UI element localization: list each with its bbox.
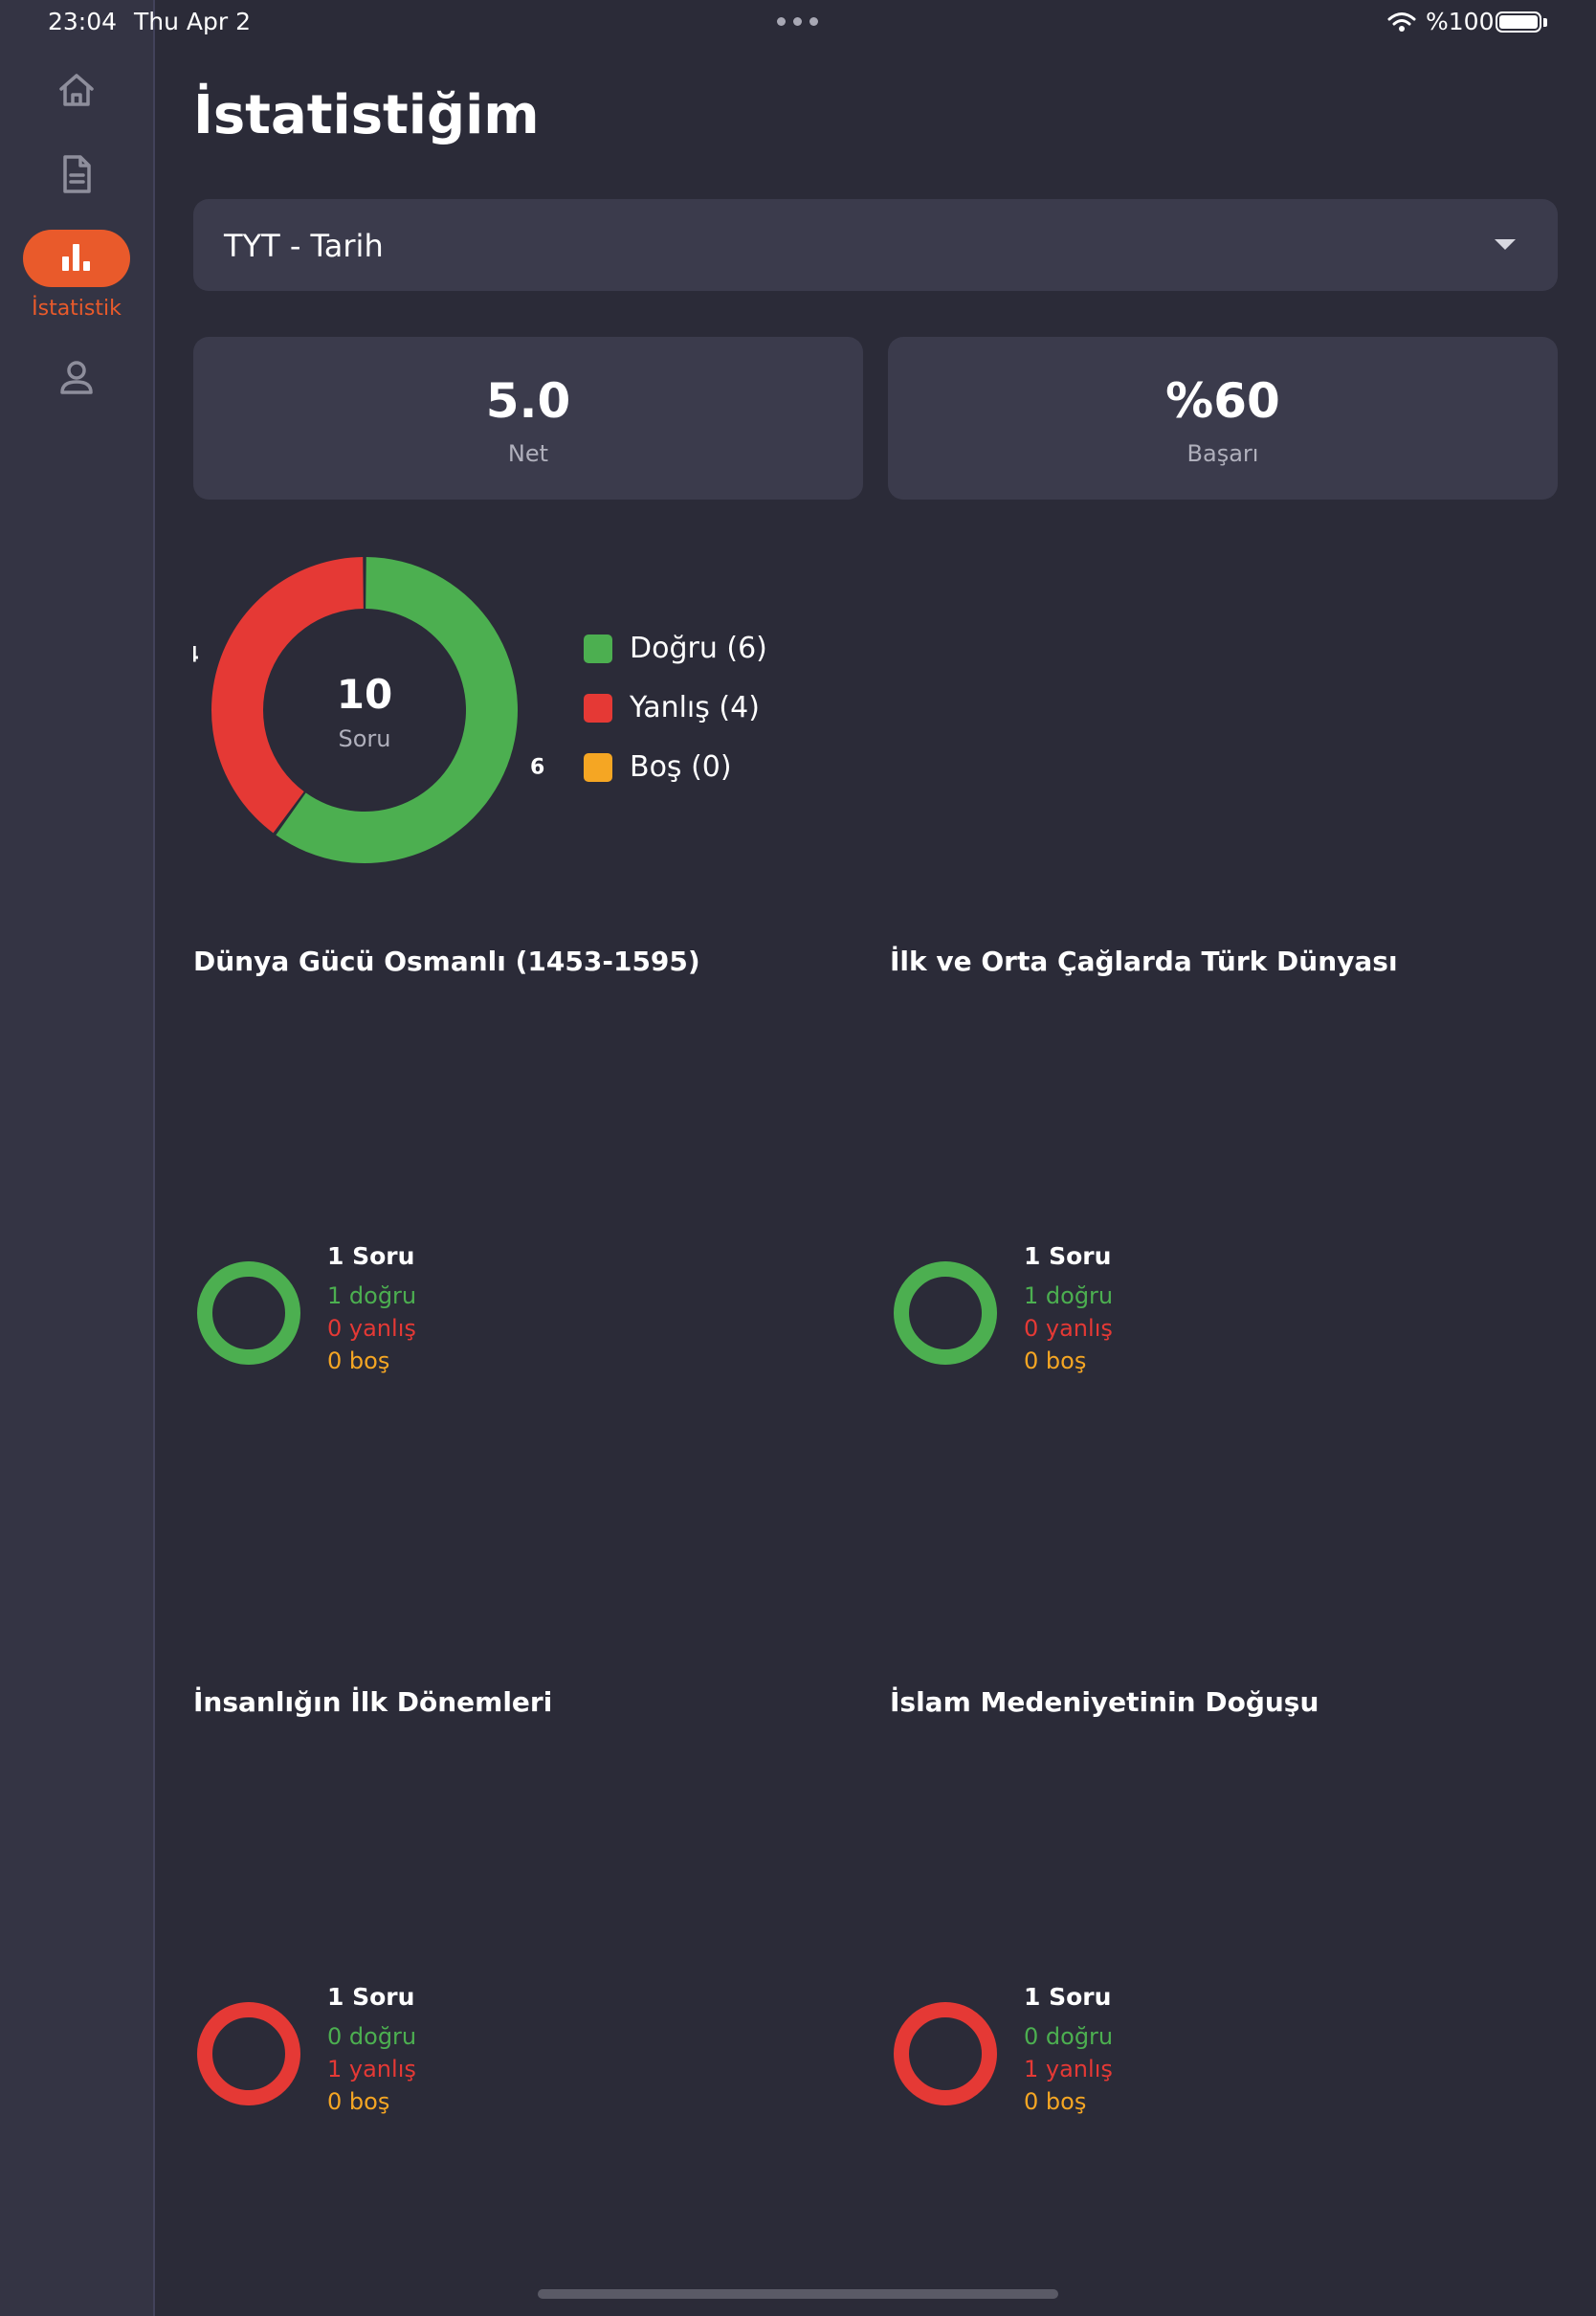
bar-chart-icon — [57, 237, 96, 279]
slice-data-label: 4 — [193, 643, 199, 667]
topic-wrong: 1 yanlış — [327, 2056, 416, 2082]
net-value: 5.0 — [485, 373, 571, 429]
topic-correct: 0 doğru — [327, 2023, 417, 2050]
topic-ring-segment-correct — [197, 1261, 300, 1365]
overall-donut-chart: 6 4 10 Soru — [185, 536, 595, 890]
subject-dropdown[interactable]: TYT - Tarih — [193, 199, 1558, 291]
document-icon — [55, 153, 98, 199]
topic-empty: 0 boş — [1024, 2088, 1087, 2115]
legend-label: Yanlış (4) — [630, 691, 760, 724]
topic-donut-chart — [894, 1261, 997, 1365]
legend-swatch — [584, 694, 612, 723]
topic-donut-chart — [197, 2002, 300, 2105]
topic-correct: 1 doğru — [327, 1282, 417, 1309]
legend-swatch — [584, 753, 612, 782]
topic-correct: 0 doğru — [1024, 2023, 1114, 2050]
net-label: Net — [507, 440, 549, 467]
person-icon — [55, 356, 98, 402]
donut-svg: 6 4 10 Soru — [185, 557, 544, 863]
topic-donut-chart — [894, 2002, 997, 2105]
donut-center-value: 10 — [337, 671, 392, 718]
multitasking-dots-icon[interactable] — [777, 17, 818, 26]
dropdown-value: TYT - Tarih — [224, 228, 384, 264]
topic-wrong: 0 yanlış — [327, 1315, 416, 1342]
chevron-down-icon — [1495, 239, 1516, 250]
donut-slice-doğru — [276, 557, 518, 863]
sidebar-item-home[interactable] — [23, 63, 130, 121]
sidebar: İstatistik — [0, 0, 155, 2316]
topic-title: İslam Medeniyetinin Doğuşu — [890, 1686, 1319, 1718]
legend-label: Boş (0) — [630, 750, 732, 784]
topic-correct: 1 doğru — [1024, 1282, 1114, 1309]
topic-ring-segment-correct — [894, 1261, 997, 1365]
status-bar: 23:04 Thu Apr 2 %100 — [0, 0, 1596, 46]
battery-cap — [1543, 18, 1547, 27]
home-indicator[interactable] — [538, 2289, 1058, 2299]
topic-empty: 0 boş — [327, 1347, 390, 1374]
success-value: %60 — [1165, 373, 1280, 429]
battery-icon — [1496, 11, 1541, 33]
status-time: 23:04 — [48, 8, 118, 35]
topic-card: Dünya Gücü Osmanlı (1453-1595) 1 Soru 1 … — [193, 946, 863, 1481]
topic-empty: 0 boş — [327, 2088, 390, 2115]
topic-total: 1 Soru — [327, 1242, 415, 1270]
topic-title: Dünya Gücü Osmanlı (1453-1595) — [193, 946, 700, 977]
status-date: Thu Apr 2 — [134, 8, 252, 35]
topic-total: 1 Soru — [327, 1983, 415, 2011]
donut-slice-yanlış — [211, 557, 364, 834]
legend-swatch — [584, 635, 612, 663]
sidebar-item-profile[interactable] — [23, 350, 130, 408]
slice-data-label: 6 — [530, 756, 544, 780]
topic-donut-chart — [197, 1261, 300, 1365]
topic-wrong: 0 yanlış — [1024, 1315, 1113, 1342]
topic-total: 1 Soru — [1024, 1242, 1112, 1270]
topic-title: İnsanlığın İlk Dönemleri — [193, 1686, 553, 1718]
topic-card: İslam Medeniyetinin Doğuşu 1 Soru 0 doğr… — [890, 1686, 1560, 2222]
topic-empty: 0 boş — [1024, 1347, 1087, 1374]
success-card: %60 Başarı — [888, 337, 1558, 500]
topic-wrong: 1 yanlış — [1024, 2056, 1113, 2082]
topic-ring-segment-wrong — [894, 2002, 997, 2105]
wifi-icon — [1387, 11, 1416, 36]
topic-ring-segment-wrong — [197, 2002, 300, 2105]
page-title: İstatistiğim — [193, 84, 540, 146]
sidebar-item-stats[interactable] — [23, 230, 130, 287]
topic-title: İlk ve Orta Çağlarda Türk Dünyası — [890, 946, 1398, 977]
success-label: Başarı — [1186, 440, 1259, 467]
donut-center-label: Soru — [339, 725, 391, 752]
battery-percent: %100 — [1426, 8, 1495, 35]
topic-total: 1 Soru — [1024, 1983, 1112, 2011]
home-icon — [55, 69, 98, 115]
legend-label: Doğru (6) — [630, 632, 767, 665]
topic-card: İnsanlığın İlk Dönemleri 1 Soru 0 doğru … — [193, 1686, 863, 2222]
topic-card: İlk ve Orta Çağlarda Türk Dünyası 1 Soru… — [890, 946, 1560, 1481]
net-card: 5.0 Net — [193, 337, 863, 500]
sidebar-item-document[interactable] — [23, 147, 130, 205]
sidebar-item-label: İstatistik — [32, 297, 122, 321]
